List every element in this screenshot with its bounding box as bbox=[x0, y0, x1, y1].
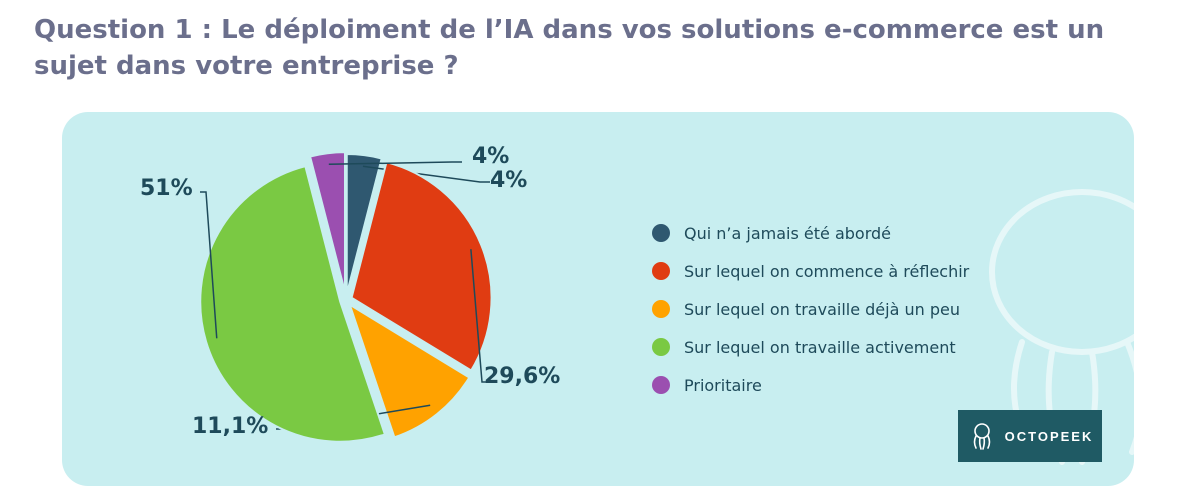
leader-line-prioritaire bbox=[328, 161, 462, 166]
legend-swatch bbox=[652, 224, 670, 242]
page-title: Question 1 : Le déploiment de l’IA dans … bbox=[34, 15, 1105, 81]
chart-panel: 4% 29,6% 11,1% 51% 4% Qui n’a jamais été… bbox=[62, 112, 1134, 486]
legend-label: Sur lequel on travaille activement bbox=[684, 337, 956, 357]
legend-item-jamais: Qui n’a jamais été abordé bbox=[652, 214, 969, 252]
brand-name: OCTOPEEK bbox=[1004, 428, 1094, 444]
pie-chart bbox=[199, 151, 493, 443]
pct-label-commence: 29,6% bbox=[484, 364, 561, 389]
pie-slice-prioritaire bbox=[308, 151, 346, 293]
legend-label: Sur lequel on commence à réflechir bbox=[684, 261, 970, 281]
pie-slice-commence bbox=[350, 160, 493, 372]
pct-label-activement: 51% bbox=[140, 176, 193, 201]
chart-legend: Qui n’a jamais été abordé Sur lequel on … bbox=[652, 214, 969, 404]
pct-label-prioritaire: 4% bbox=[472, 144, 510, 169]
legend-item-prioritaire: Prioritaire bbox=[652, 366, 969, 404]
legend-label: Sur lequel on travaille déjà un peu bbox=[684, 299, 960, 319]
legend-item-commence: Sur lequel on commence à réflechir bbox=[652, 252, 969, 290]
legend-swatch bbox=[652, 262, 670, 280]
octopeek-logo: OCTOPEEK bbox=[958, 410, 1102, 462]
legend-swatch bbox=[652, 338, 670, 356]
legend-item-activement: Sur lequel on travaille activement bbox=[652, 328, 969, 366]
legend-swatch bbox=[652, 300, 670, 318]
pct-label-un-peu: 11,1% bbox=[192, 414, 269, 439]
legend-label: Qui n’a jamais été abordé bbox=[684, 223, 891, 243]
legend-swatch bbox=[652, 376, 670, 394]
pie-slice-un-peu bbox=[347, 302, 471, 439]
octopus-icon bbox=[973, 423, 990, 450]
legend-item-un-peu: Sur lequel on travaille déjà un peu bbox=[652, 290, 969, 328]
pie-slice-activement bbox=[199, 164, 387, 443]
pct-label-jamais: 4% bbox=[490, 168, 528, 193]
pie-slice-jamais bbox=[345, 153, 383, 295]
leader-line-commence bbox=[470, 249, 492, 383]
leader-line-activement bbox=[200, 191, 218, 339]
legend-label: Prioritaire bbox=[684, 375, 762, 395]
